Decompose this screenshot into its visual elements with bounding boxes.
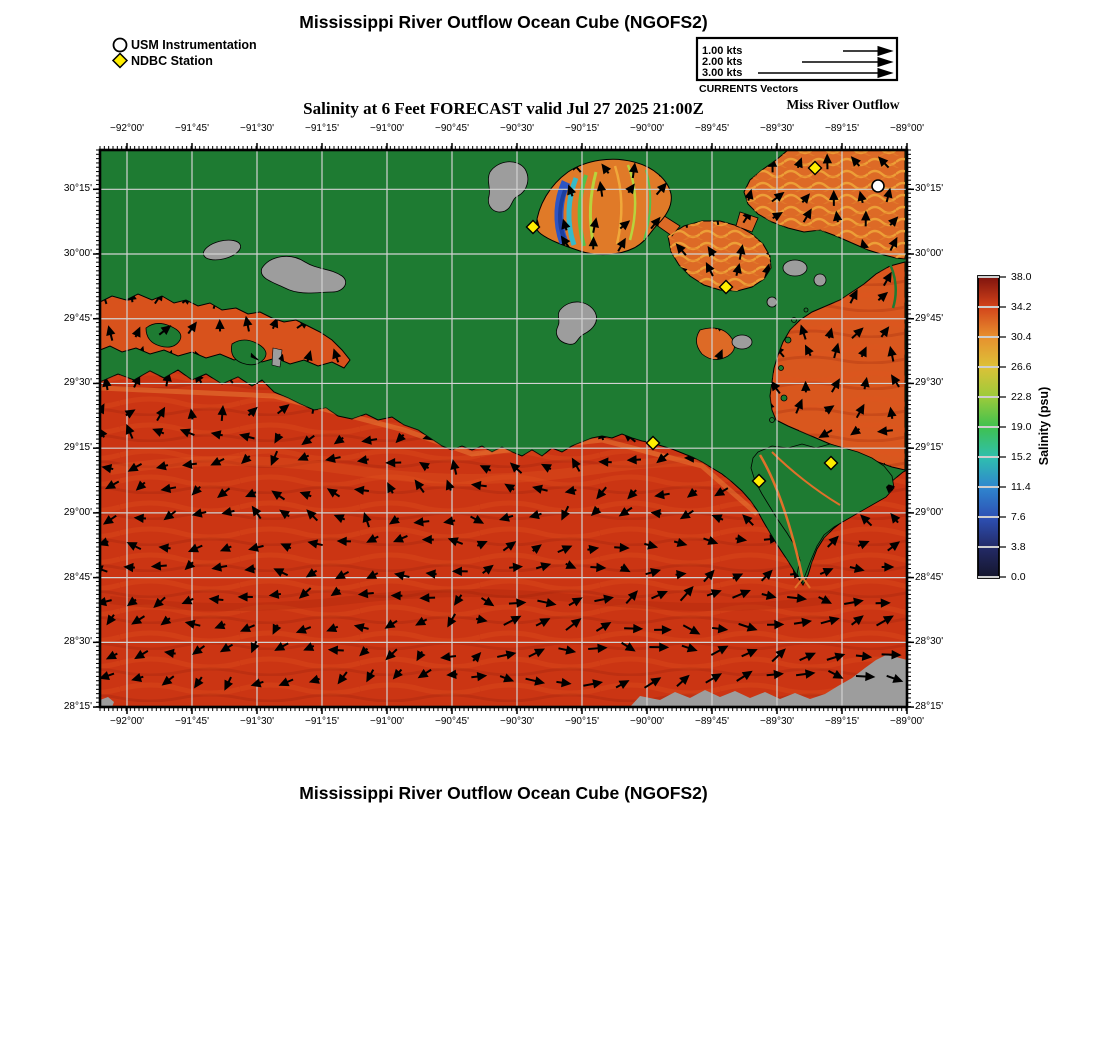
delta-channels [758, 451, 841, 589]
y-axis-label-right: 29°15' [915, 442, 944, 454]
ndbc-station-marker [823, 455, 839, 471]
ndbc-station-marker [645, 435, 661, 451]
currents-legend-box [695, 36, 899, 82]
y-axis-label-left: 29°00' [63, 506, 92, 518]
region-label: Miss River Outflow [786, 97, 900, 112]
y-axis-label-left: 30°00' [63, 248, 92, 260]
gray-islands [100, 161, 907, 707]
chandeleur-islands [886, 259, 897, 309]
currents-legend-1kt: 1.00 kts [702, 44, 743, 57]
legend-label-ndbc: NDBC Station [131, 53, 213, 68]
x-axis-label-top: −92°00' [110, 123, 144, 134]
colorbar-tick-label: 38.0 [1011, 271, 1032, 283]
x-axis-label-bottom: −90°15' [565, 716, 599, 727]
x-axis-label-bottom: −91°00' [370, 716, 404, 727]
colorbar-tick-label: 26.6 [1011, 361, 1032, 373]
y-axis-label-right: 30°00' [915, 248, 944, 260]
x-axis-label-bottom: −89°00' [890, 716, 924, 727]
colorbar-tick-label: 34.2 [1011, 301, 1032, 313]
x-axis-label-bottom: −90°30' [500, 716, 534, 727]
y-axis-label-right: 30°15' [915, 183, 944, 195]
y-axis-label-left: 29°45' [63, 312, 92, 324]
nodata-bottom-right [630, 655, 907, 707]
x-axis-label-bottom: −90°45' [435, 716, 469, 727]
x-axis-label-bottom: −92°00' [110, 716, 144, 727]
x-axis-label-bottom: −90°00' [630, 716, 664, 727]
ndbc-station-marker [751, 473, 767, 489]
y-axis-label-right: 29°45' [915, 312, 944, 324]
currents-legend-2kt: 2.00 kts [702, 55, 743, 68]
ndbc-diamond-icon [111, 52, 129, 69]
bottom-title: Mississippi River Outflow Ocean Cube (NG… [299, 783, 708, 803]
colorbar-tick-label: 19.0 [1011, 421, 1032, 433]
y-axis-label-left: 30°15' [63, 183, 92, 195]
x-axis-label-bottom: −89°15' [825, 716, 859, 727]
usm-station-marker [871, 179, 885, 193]
x-axis-label-top: −91°30' [240, 123, 274, 134]
colorbar-tick-label: 11.4 [1011, 481, 1031, 493]
x-axis-label-top: −90°45' [435, 123, 469, 134]
legend-label-usm: USM Instrumentation [131, 38, 257, 52]
x-axis-label-top: −89°30' [760, 123, 794, 134]
currents-legend-title: CURRENTS Vectors [699, 83, 799, 95]
y-axis-label-left: 28°30' [63, 636, 92, 648]
x-axis-label-top: −91°45' [175, 123, 209, 134]
usm-circle-icon [112, 37, 128, 53]
x-axis-label-top: −90°15' [565, 123, 599, 134]
colorbar [977, 275, 1006, 579]
x-axis-label-bottom: −91°30' [240, 716, 274, 727]
colorbar-tick-label: 22.8 [1011, 391, 1032, 403]
colorbar-tick-label: 3.8 [1011, 541, 1026, 553]
y-axis-label-left: 28°15' [63, 701, 92, 713]
ndbc-station-marker [718, 279, 734, 295]
colorbar-tick-label: 15.2 [1011, 451, 1032, 463]
colorbar-tick-label: 7.6 [1011, 511, 1026, 523]
currents-legend-3kt: 3.00 kts [702, 66, 743, 79]
y-axis-label-right: 29°00' [915, 506, 944, 518]
y-axis-label-left: 29°30' [63, 377, 92, 389]
x-axis-label-bottom: −91°45' [175, 716, 209, 727]
x-axis-label-bottom: −91°15' [305, 716, 339, 727]
y-axis-label-left: 29°15' [63, 442, 92, 454]
colorbar-title: Salinity (psu) [1037, 386, 1051, 466]
x-axis-label-top: −90°30' [500, 123, 534, 134]
colorbar-tick-label: 30.4 [1011, 331, 1032, 343]
y-axis-label-right: 28°45' [915, 571, 944, 583]
colorbar-tick-label: 0.0 [1011, 571, 1026, 583]
main-title: Mississippi River Outflow Ocean Cube (NG… [299, 12, 708, 32]
subtitle: Salinity at 6 Feet FORECAST valid Jul 27… [303, 99, 704, 118]
x-axis-label-top: −89°45' [695, 123, 729, 134]
axis-ticks [93, 143, 914, 714]
x-axis-label-bottom: −89°30' [760, 716, 794, 727]
graticule [100, 150, 907, 707]
x-axis-label-top: −89°00' [890, 123, 924, 134]
lake-maurepas [488, 161, 529, 213]
y-axis-label-left: 28°45' [63, 571, 92, 583]
y-axis-label-right: 29°30' [915, 377, 944, 389]
y-axis-label-right: 28°15' [915, 701, 944, 713]
x-axis-label-top: −91°15' [305, 123, 339, 134]
legend-markers [111, 37, 129, 69]
x-axis-label-top: −90°00' [630, 123, 664, 134]
ndbc-station-marker [807, 160, 823, 176]
x-axis-label-top: −91°00' [370, 123, 404, 134]
ndbc-station-marker [525, 219, 541, 235]
x-axis-label-top: −89°15' [825, 123, 859, 134]
y-axis-label-right: 28°30' [915, 636, 944, 648]
station-markers [525, 160, 885, 489]
x-axis-label-bottom: −89°45' [695, 716, 729, 727]
